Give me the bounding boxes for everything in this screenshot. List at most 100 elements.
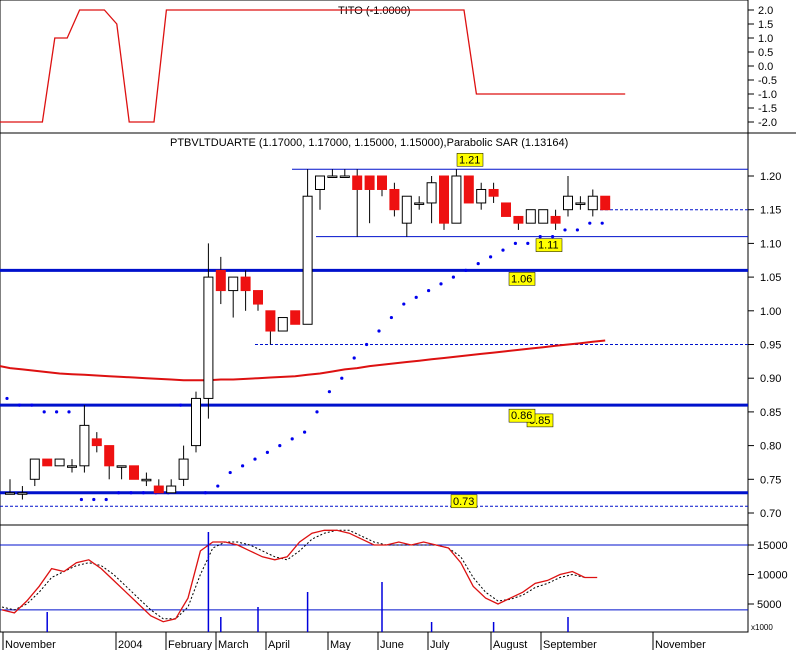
price-tick-label: 1.10 (760, 238, 781, 250)
sar-dot (79, 497, 83, 502)
tito-tick-label: 1.5 (758, 19, 773, 31)
tito-tick-label: -2.0 (758, 117, 777, 129)
sar-dot (117, 491, 121, 495)
tito-tick-label: 2.0 (758, 5, 773, 17)
sar-dot (265, 450, 269, 454)
sar-dot (303, 430, 307, 434)
price-tick-label: 1.00 (760, 306, 781, 318)
oscillator-tick-label: 15000 (757, 540, 788, 552)
candle-body (253, 290, 263, 305)
tito-tick-label: 1.0 (758, 33, 773, 45)
x-tick-label: November (5, 639, 56, 650)
sar-dot (216, 484, 220, 488)
candle-body (116, 465, 127, 468)
candle-body (67, 465, 77, 468)
x-tick-label: April (268, 639, 290, 650)
level-label-box (535, 238, 563, 252)
candle-body (352, 175, 363, 190)
sar-dot (179, 403, 183, 407)
sar-dot (538, 235, 542, 239)
tito-tick-label: -1.5 (758, 103, 777, 115)
level-label-box (508, 272, 536, 286)
x-axis: November 2004 February March April May June Jul… (2, 632, 706, 650)
moving-average-line (0, 339, 606, 382)
sar-dot (451, 275, 455, 279)
tito-title: TITO (-1.0000) (338, 5, 411, 17)
candle-body (17, 492, 28, 495)
candle-body (104, 445, 115, 467)
sar-dot (253, 457, 257, 461)
price-tick-label: 0.95 (760, 340, 781, 352)
sar-dot (129, 491, 133, 495)
x-tick-label: July (430, 639, 450, 650)
support-resistance-levels (0, 168, 748, 611)
sar-dot (563, 228, 567, 232)
sar-dot (278, 444, 282, 448)
candle-body (265, 310, 276, 332)
candle-body (203, 276, 214, 399)
x-tick-label: August (493, 639, 527, 650)
price-tick-label: 0.80 (760, 441, 781, 453)
level-label: 1.06 (511, 273, 532, 285)
sar-dot (42, 410, 46, 414)
level-label-box (508, 408, 536, 423)
candle-body (228, 276, 239, 292)
level-label: 1.11 (538, 240, 559, 252)
x-tick-label: March (218, 639, 249, 650)
moving-average-path (0, 339, 606, 382)
sar-dot (203, 491, 207, 495)
candle-body (488, 188, 499, 197)
sar-dot (501, 248, 505, 252)
sar-dot (67, 410, 71, 414)
sar-dot (352, 356, 356, 360)
tito-y-axis: 2.0 1.5 1.0 0.5 0.0 -0.5 -1.0 -1.5 -2.0 (748, 5, 777, 129)
candle-body (178, 458, 189, 480)
sar-dot (30, 403, 34, 407)
oscillator-tick-label: 10000 (757, 570, 788, 582)
price-y-axis: 1.20 1.15 1.10 1.05 1.00 0.95 0.90 0.85 0.80 0.75… (748, 171, 781, 520)
candle-body (91, 438, 102, 447)
sar-dot (439, 282, 443, 286)
sar-dot (513, 241, 518, 245)
sar-dot (17, 403, 21, 407)
candle-body (513, 215, 524, 224)
price-tick-label: 0.70 (760, 508, 781, 520)
level-label-box (450, 494, 478, 509)
volume-bars (46, 532, 569, 632)
candle-body (191, 397, 201, 447)
candle-body (587, 195, 598, 211)
candle-body (426, 182, 437, 204)
candle-body (476, 188, 487, 204)
candle-body (240, 276, 251, 292)
sar-dot (402, 302, 406, 306)
candle-body (290, 310, 301, 325)
sar-dot (104, 497, 108, 502)
candle-body (538, 209, 549, 224)
tito-tick-label: -0.5 (758, 75, 777, 87)
price-title: PTBVLTDUARTE (1.17000, 1.17000, 1.15000,… (170, 137, 568, 149)
candle-body (302, 195, 313, 325)
sar-dot (575, 228, 580, 232)
price-tick-label: 0.90 (760, 373, 781, 385)
x-tick-label: 2004 (118, 639, 142, 650)
candle-body (439, 175, 449, 224)
x-tick-label: November (655, 639, 706, 650)
candle-body (277, 317, 288, 332)
price-tick-label: 1.15 (760, 205, 781, 217)
candle-body (550, 215, 561, 224)
tito-path (0, 9, 626, 123)
candle-body (42, 458, 53, 467)
sar-dot (476, 262, 480, 266)
scale-note: x1000 (751, 623, 773, 632)
oscillator-main-line (1, 529, 598, 623)
sar-dot (241, 464, 245, 468)
candle-body (463, 175, 474, 204)
oscillator-lines (1, 529, 598, 623)
sar-dot (377, 329, 381, 333)
sar-dot (551, 235, 555, 239)
sar-dot (389, 315, 393, 320)
sar-dot (290, 437, 294, 441)
sar-dot (526, 241, 530, 245)
